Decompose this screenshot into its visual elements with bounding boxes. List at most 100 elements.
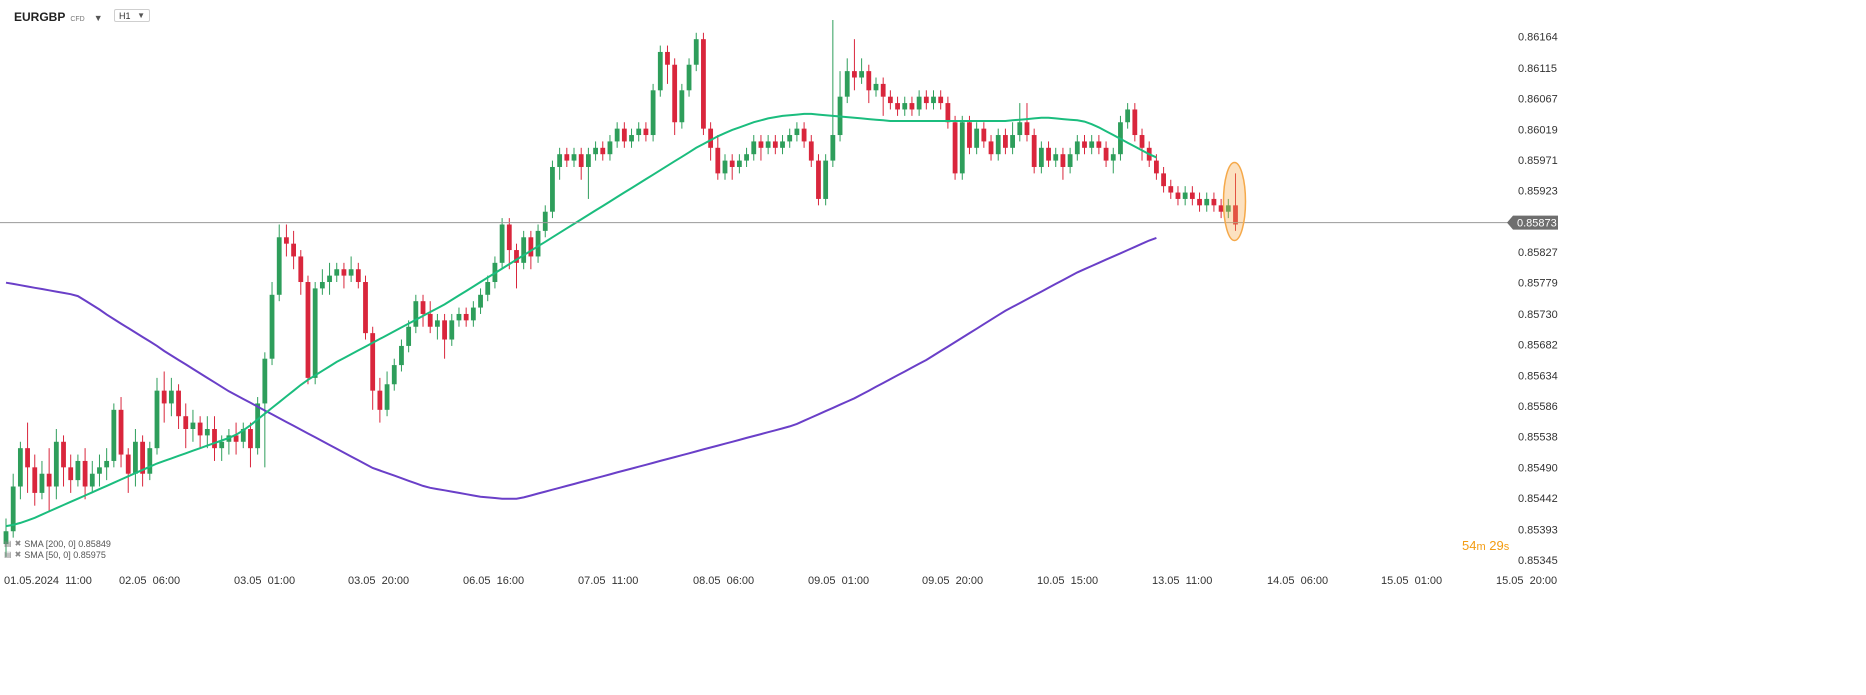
candle-body (82, 460, 88, 487)
candle (729, 154, 735, 180)
highlight-marker (1222, 161, 1247, 242)
candle-body (97, 467, 102, 474)
candle (643, 122, 649, 142)
candle-body (1189, 192, 1195, 199)
candle (104, 448, 110, 481)
indicator-sma50-label: SMA [50, 0] 0.85975 (24, 549, 106, 560)
candle (837, 71, 843, 142)
candle-body (1096, 141, 1102, 148)
candle-body (1038, 147, 1044, 167)
candle-body (183, 416, 189, 429)
timeframe-label: H1 (119, 10, 131, 21)
candle-body (657, 51, 663, 91)
candle (945, 96, 951, 129)
candle-body (111, 409, 117, 461)
candle (794, 122, 800, 142)
candle (111, 403, 117, 468)
candle-body (75, 460, 81, 481)
candle (133, 428, 138, 487)
candle (348, 256, 354, 283)
candle (1031, 128, 1037, 174)
candle-body (161, 390, 167, 404)
candle (665, 45, 670, 84)
candle-body (125, 454, 131, 474)
candle-body (593, 147, 598, 155)
indicator-sma50[interactable]: ▤ ✖ SMA [50, 0] 0.85975 (4, 549, 111, 560)
candle-body (571, 154, 577, 161)
plot-area[interactable] (0, 20, 1510, 557)
candle-body (974, 128, 980, 148)
candle-body (952, 122, 958, 174)
time-tick-label: 06.05 16:00 (463, 575, 524, 587)
close-icon[interactable]: ✖ (14, 539, 22, 548)
close-icon[interactable]: ✖ (14, 550, 22, 559)
candle-body (1175, 192, 1181, 199)
candle (521, 230, 527, 270)
candle-body (118, 409, 124, 455)
candle (772, 135, 778, 155)
candle (916, 90, 922, 116)
price-tick-label: 0.85923 (1518, 186, 1558, 198)
candle-body (981, 128, 987, 142)
candle (291, 230, 296, 270)
candle-body (1110, 154, 1116, 161)
candle-body (334, 269, 340, 276)
price-tick-label: 0.85730 (1518, 309, 1558, 321)
settings-icon[interactable]: ▤ (4, 550, 12, 559)
candle (974, 122, 980, 155)
candle-body (449, 320, 455, 340)
candle (607, 135, 613, 161)
candle (463, 307, 469, 327)
candle (377, 377, 383, 423)
indicator-sma200-label: SMA [200, 0] 0.85849 (24, 538, 111, 549)
candle-body (1017, 122, 1023, 136)
candle (751, 135, 757, 161)
time-tick-label: 15.05 20:00 (1496, 575, 1557, 587)
candle (97, 454, 102, 487)
candle-body (959, 122, 965, 174)
candle (873, 77, 879, 97)
candle (204, 416, 210, 449)
candle-body (147, 448, 153, 474)
candle (406, 320, 412, 353)
candle (801, 122, 807, 148)
current-price-badge (1507, 215, 1558, 230)
candle-body (348, 269, 354, 276)
candle-body (1046, 147, 1051, 161)
candle-body (916, 96, 922, 110)
indicator-sma200[interactable]: ▤ ✖ SMA [200, 0] 0.85849 (4, 538, 111, 549)
candle-body (621, 128, 627, 142)
candle (1074, 135, 1080, 161)
candle (557, 147, 563, 180)
candle-body (406, 326, 412, 346)
chevron-down-icon[interactable]: ▼ (137, 11, 145, 20)
candle-body (866, 71, 872, 91)
candle-body (298, 256, 304, 283)
candle (118, 397, 124, 468)
candle-body (909, 103, 915, 110)
candle (1204, 192, 1210, 212)
timeframe-selector[interactable]: H1 ▼ (114, 9, 150, 22)
candle-body (212, 428, 217, 449)
candle (1218, 198, 1224, 219)
chevron-down-icon[interactable]: ▼ (93, 13, 103, 23)
current-price-label: 0.85873 (1517, 218, 1557, 230)
candle (701, 32, 706, 136)
candle (600, 141, 606, 161)
candle (650, 83, 656, 142)
candle-body (53, 441, 59, 487)
candle (736, 154, 742, 174)
settings-icon[interactable]: ▤ (4, 539, 12, 548)
candle-body (1125, 109, 1131, 123)
candle-body (923, 96, 929, 104)
price-tick-label: 0.85634 (1518, 370, 1558, 382)
candle (1175, 186, 1181, 206)
candle (298, 250, 304, 295)
candle-body (291, 243, 296, 257)
symbol-selector[interactable]: EURGBP CFD ▼ (14, 10, 103, 24)
price-tick-label: 0.86019 (1518, 124, 1558, 136)
candle-body (284, 237, 289, 244)
candle-body (1211, 198, 1217, 206)
time-tick-label: 07.05 11:00 (578, 575, 638, 587)
